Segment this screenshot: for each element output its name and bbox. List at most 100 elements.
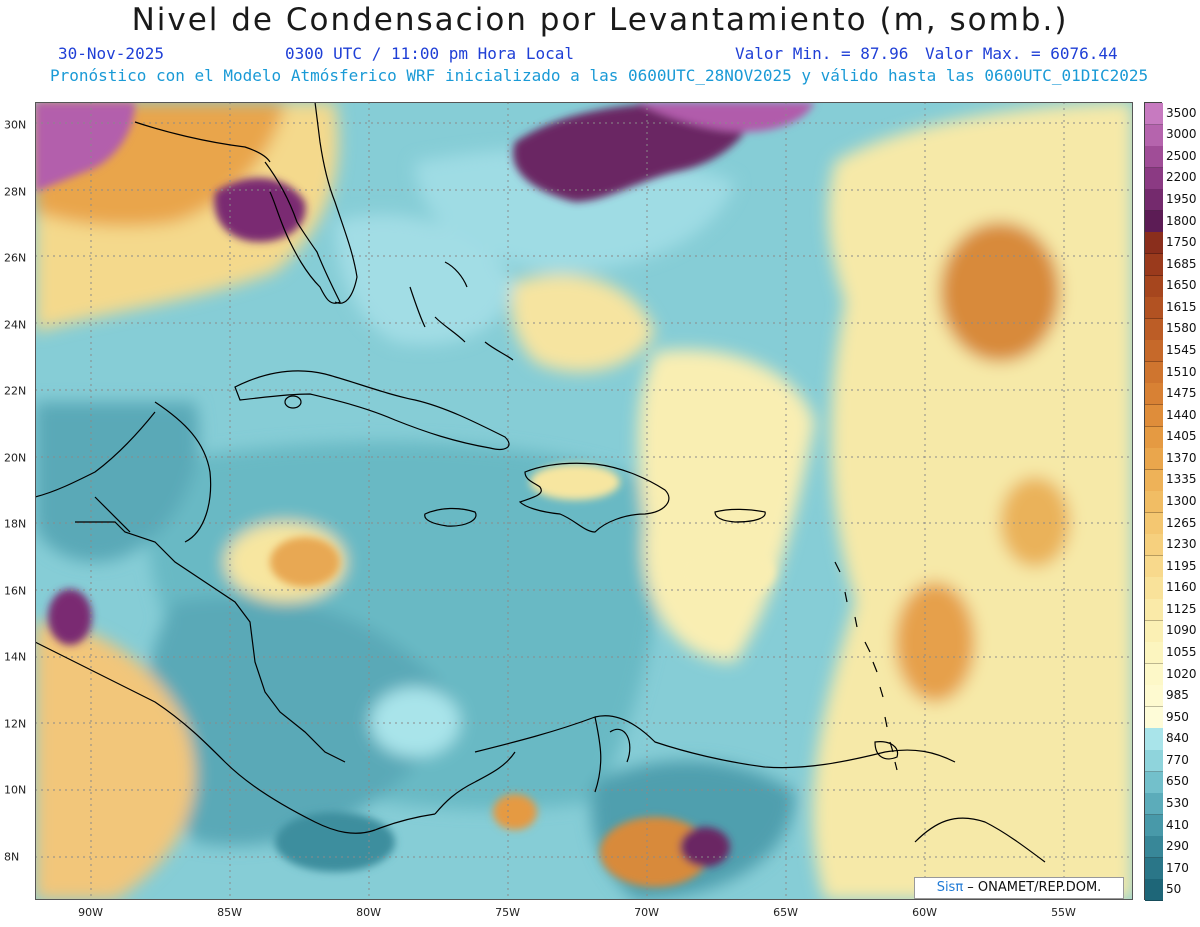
colorbar-segment — [1145, 491, 1163, 514]
colorbar-label: 50 — [1166, 882, 1182, 897]
colorbar-label: 1615 — [1166, 299, 1197, 314]
colorbar-label: 290 — [1166, 839, 1189, 854]
colorbar-label: 1370 — [1166, 450, 1197, 465]
colorbar-segment — [1145, 383, 1163, 406]
colorbar-segment — [1145, 404, 1163, 427]
colorbar-label: 1950 — [1166, 192, 1197, 207]
colorbar-segment — [1145, 685, 1163, 708]
colorbar-segment — [1145, 879, 1163, 902]
lat-label: 30N — [4, 118, 27, 132]
colorbar-segment — [1145, 361, 1163, 384]
lon-label: 90W — [78, 906, 104, 919]
colorbar-label: 650 — [1166, 774, 1189, 789]
forecast-description: Pronóstico con el Modelo Atmósferico WRF… — [50, 66, 1149, 85]
colorbar-segment — [1145, 555, 1163, 578]
colorbar-label: 170 — [1166, 860, 1189, 875]
colorbar-label: 1475 — [1166, 386, 1197, 401]
lat-label: 16N — [4, 584, 27, 598]
lat-label: 12N — [4, 717, 27, 731]
graticule — [35, 102, 1133, 900]
colorbar-label: 985 — [1166, 688, 1189, 703]
colorbar — [1144, 102, 1163, 902]
lat-label: 10N — [4, 783, 27, 797]
colorbar-label: 2200 — [1166, 170, 1197, 185]
colorbar-segment — [1145, 577, 1163, 600]
lon-label: 80W — [356, 906, 381, 919]
colorbar-label: 1090 — [1166, 623, 1197, 638]
colorbar-segment — [1145, 189, 1163, 212]
colorbar-segment — [1145, 448, 1163, 471]
colorbar-label: 1800 — [1166, 213, 1197, 228]
lat-label: 20N — [4, 451, 27, 465]
colorbar-segment — [1145, 426, 1163, 449]
lon-label: 85W — [217, 906, 243, 919]
colorbar-label: 950 — [1166, 709, 1189, 724]
lcl-map — [35, 102, 1133, 900]
colorbar-segment — [1145, 275, 1163, 298]
colorbar-segment — [1145, 620, 1163, 643]
colorbar-segment — [1145, 663, 1163, 686]
colorbar-segment — [1145, 771, 1163, 794]
lat-label: 8N — [4, 850, 20, 864]
colorbar-label: 1195 — [1166, 558, 1197, 573]
colorbar-label: 770 — [1166, 752, 1189, 767]
colorbar-segment — [1145, 232, 1163, 255]
colorbar-label: 1580 — [1166, 321, 1197, 336]
colorbar-label: 1265 — [1166, 515, 1197, 530]
colorbar-segment — [1145, 836, 1163, 859]
min-value: Valor Min. = 87.96 — [735, 44, 909, 63]
colorbar-segment — [1145, 814, 1163, 837]
colorbar-label: 1160 — [1166, 580, 1197, 595]
colorbar-segment — [1145, 167, 1163, 190]
colorbar-label: 1685 — [1166, 256, 1197, 271]
colorbar-segment — [1145, 146, 1163, 169]
colorbar-label: 1055 — [1166, 644, 1197, 659]
shading-fields — [35, 102, 1133, 900]
colorbar-segment — [1145, 706, 1163, 729]
lon-label: 70W — [634, 906, 659, 919]
colorbar-label: 410 — [1166, 817, 1189, 832]
lat-label: 18N — [4, 517, 27, 531]
colorbar-label: 840 — [1166, 731, 1189, 746]
credit-text: – ONAMET/REP.DOM. — [963, 880, 1102, 895]
colorbar-segment — [1145, 750, 1163, 773]
map-frame — [35, 102, 1133, 900]
colorbar-label: 3000 — [1166, 127, 1197, 142]
max-value: Valor Max. = 6076.44 — [925, 44, 1118, 63]
colorbar-label: 1335 — [1166, 472, 1197, 487]
lon-label: 75W — [495, 906, 520, 919]
lat-label: 24N — [4, 318, 27, 332]
colorbar-segment — [1145, 253, 1163, 277]
colorbar-segment — [1145, 297, 1163, 320]
colorbar-segment — [1145, 210, 1163, 233]
colorbar-label: 530 — [1166, 795, 1189, 810]
forecast-time: 0300 UTC / 11:00 pm Hora Local — [285, 44, 574, 63]
lon-label: 60W — [912, 906, 937, 919]
colorbar-segment — [1145, 469, 1163, 492]
colorbar-segment — [1145, 728, 1163, 751]
lat-label: 14N — [4, 650, 27, 664]
colorbar-label: 1020 — [1166, 666, 1197, 681]
lat-label: 26N — [4, 251, 27, 265]
colorbar-segment — [1145, 793, 1163, 816]
colorbar-segment — [1145, 103, 1163, 126]
map-title: Nivel de Condensacion por Levantamiento … — [131, 2, 1069, 38]
colorbar-label: 1405 — [1166, 429, 1197, 444]
credit-box: Sisπ – ONAMET/REP.DOM. — [914, 877, 1124, 899]
lon-label: 55W — [1051, 906, 1076, 919]
colorbar-segment — [1145, 340, 1163, 363]
colorbar-segment — [1145, 642, 1163, 665]
colorbar-label: 2500 — [1166, 148, 1197, 163]
colorbar-segment — [1145, 599, 1163, 622]
colorbar-segment — [1145, 512, 1163, 535]
colorbar-label: 1650 — [1166, 278, 1197, 293]
coastlines — [35, 102, 1046, 863]
colorbar-segment — [1145, 124, 1163, 147]
colorbar-segment — [1145, 318, 1163, 341]
colorbar-segment — [1145, 534, 1163, 557]
lon-label: 65W — [773, 906, 798, 919]
colorbar-label: 1300 — [1166, 494, 1197, 508]
forecast-date: 30-Nov-2025 — [58, 44, 164, 63]
colorbar-label: 1545 — [1166, 343, 1197, 358]
colorbar-label: 1510 — [1166, 364, 1197, 379]
